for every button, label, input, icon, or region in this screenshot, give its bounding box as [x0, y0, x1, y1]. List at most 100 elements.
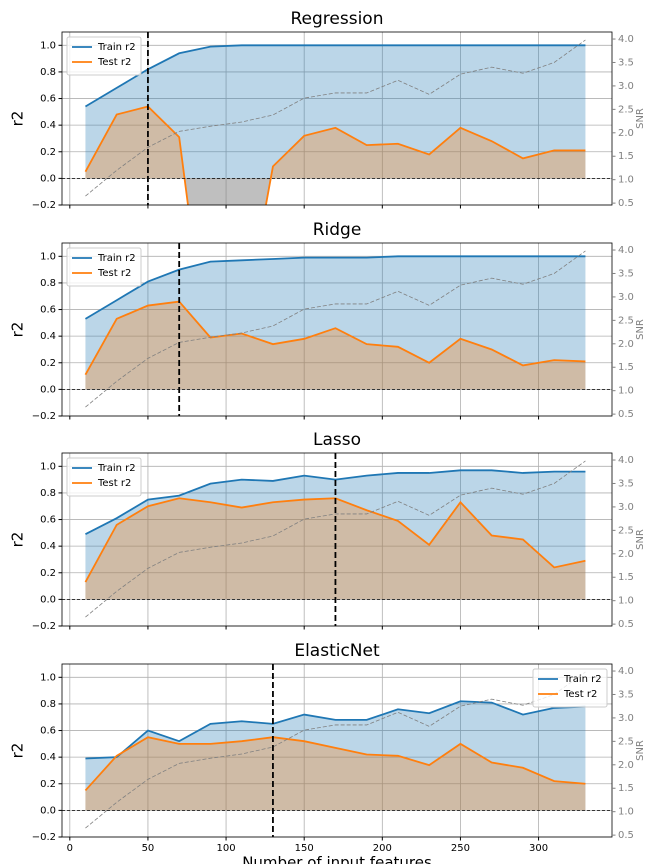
y2-tick-label: 0.5	[618, 830, 634, 841]
y2-tick-label: 4.0	[618, 455, 634, 466]
y2-tick-label: 2.5	[618, 525, 634, 536]
series-line	[84, 44, 586, 108]
y-axis-label: r2	[9, 532, 27, 548]
y2-tick-label: 2.5	[618, 736, 634, 747]
y-tick-label: 0.4	[40, 331, 56, 342]
y2-tick-label: 0.5	[618, 198, 634, 209]
y2-tick-label: 2.5	[618, 104, 634, 115]
y-tick-label: 0.6	[40, 94, 56, 105]
y-tick-label: 0.4	[40, 752, 56, 763]
x-tick-label: 250	[451, 843, 470, 854]
y2-axis-label: SNR	[635, 529, 646, 550]
legend: Train r2 Test r2	[66, 36, 142, 76]
snr-line	[85, 671, 586, 829]
y-axis-label: r2	[9, 111, 27, 127]
axes-frame	[61, 663, 613, 838]
y2-tick-label: 1.5	[618, 783, 634, 794]
legend-label: Test r2	[97, 268, 131, 279]
y2-tick-label: 3.0	[618, 81, 634, 92]
y2-tick-label: 3.5	[618, 478, 634, 489]
y-tick-label: 0.4	[40, 541, 56, 552]
y2-tick-label: 3.5	[618, 268, 634, 279]
y-tick-label: −0.2	[32, 411, 56, 422]
y2-tick-label: 3.0	[618, 502, 634, 513]
y2-tick-label: 1.0	[618, 386, 634, 397]
y2-tick-label: 2.0	[618, 128, 634, 139]
y2-tick-label: 1.5	[618, 572, 634, 583]
subplot: −0.2 0.0 0.2 0.4 0.6 0.8 1.0 0.5 1.0 1.5 2.0 2.5 3.0…	[9, 641, 647, 864]
subplot: −0.2 0.0 0.2 0.4 0.6 0.8 1.0 0.5 1.0 1.5 2.0 2.5 3.0…	[9, 9, 647, 211]
snr-line	[85, 250, 586, 408]
y-axis-label: r2	[9, 743, 27, 759]
subplot-title: Regression	[291, 9, 384, 29]
legend-label: Test r2	[97, 57, 131, 68]
y-tick-label: 0.0	[40, 384, 56, 395]
x-tick-label: 200	[373, 843, 392, 854]
y2-tick-label: 4.0	[618, 666, 634, 677]
legend-label: Train r2	[97, 42, 136, 53]
series-line	[84, 255, 586, 320]
series-line	[84, 736, 586, 792]
subplot: −0.2 0.0 0.2 0.4 0.6 0.8 1.0 0.5 1.0 1.5 2.0 2.5 3.0…	[9, 220, 647, 422]
y-tick-label: 0.8	[40, 488, 56, 499]
area-fill	[85, 301, 586, 390]
legend-label: Test r2	[97, 478, 131, 489]
legend-label: Train r2	[97, 253, 136, 264]
area-fill	[85, 256, 586, 390]
y2-tick-label: 1.5	[618, 362, 634, 373]
y2-tick-label: 2.0	[618, 339, 634, 350]
subplot-title: ElasticNet	[294, 641, 380, 661]
y2-tick-label: 2.5	[618, 315, 634, 326]
legend: Train r2 Test r2	[66, 457, 142, 497]
y2-tick-label: 1.0	[618, 807, 634, 818]
y-tick-label: 0.0	[40, 173, 56, 184]
y2-tick-label: 4.0	[618, 245, 634, 256]
series-line	[85, 700, 586, 760]
y2-tick-label: 2.0	[618, 549, 634, 560]
legend-label: Test r2	[563, 689, 597, 700]
y-tick-label: 1.0	[40, 461, 56, 472]
legend: Train r2 Test r2	[66, 247, 142, 287]
y-tick-label: 0.0	[40, 594, 56, 605]
y2-tick-label: 1.0	[618, 596, 634, 607]
y-tick-label: 0.8	[40, 67, 56, 78]
subplot-title: Ridge	[313, 220, 362, 240]
y2-tick-label: 3.5	[618, 689, 634, 700]
x-tick-label: 150	[295, 843, 314, 854]
y-tick-label: 0.2	[40, 568, 56, 579]
y-tick-label: 0.8	[40, 278, 56, 289]
y-tick-label: 1.0	[40, 672, 56, 683]
subplot: −0.2 0.0 0.2 0.4 0.6 0.8 1.0 0.5 1.0 1.5 2.0 2.5 3.0…	[9, 430, 647, 632]
axes-frame	[61, 452, 613, 627]
subplot-title: Lasso	[313, 430, 361, 450]
snr-line	[85, 39, 586, 197]
y-tick-label: −0.2	[32, 832, 56, 843]
y-tick-label: 0.6	[40, 305, 56, 316]
y-axis-label: r2	[9, 322, 27, 338]
y-tick-label: −0.2	[32, 200, 56, 211]
y2-axis-label: SNR	[635, 319, 646, 340]
y2-tick-label: 0.5	[618, 619, 634, 630]
y2-axis-label: SNR	[635, 740, 646, 761]
y2-tick-label: 1.0	[618, 175, 634, 186]
series-line	[84, 300, 586, 376]
x-tick-label: 0	[67, 843, 73, 854]
y2-tick-label: 2.0	[618, 760, 634, 771]
y2-tick-label: 0.5	[618, 409, 634, 420]
y2-tick-label: 3.5	[618, 57, 634, 68]
snr-line	[85, 460, 586, 618]
y2-axis-label: SNR	[635, 108, 646, 129]
y-tick-label: 0.2	[40, 147, 56, 158]
y-tick-label: 0.8	[40, 699, 56, 710]
area-fill	[85, 45, 586, 179]
legend-label: Train r2	[97, 463, 136, 474]
axes-frame	[61, 31, 613, 206]
y-tick-label: 0.2	[40, 779, 56, 790]
y-tick-label: 0.0	[40, 805, 56, 816]
y-tick-label: −0.2	[32, 621, 56, 632]
area-fill	[85, 737, 586, 811]
x-axis-label: Number of input features	[242, 854, 432, 864]
y-tick-label: 0.6	[40, 726, 56, 737]
axes-frame	[61, 242, 613, 417]
series-line	[84, 105, 586, 205]
